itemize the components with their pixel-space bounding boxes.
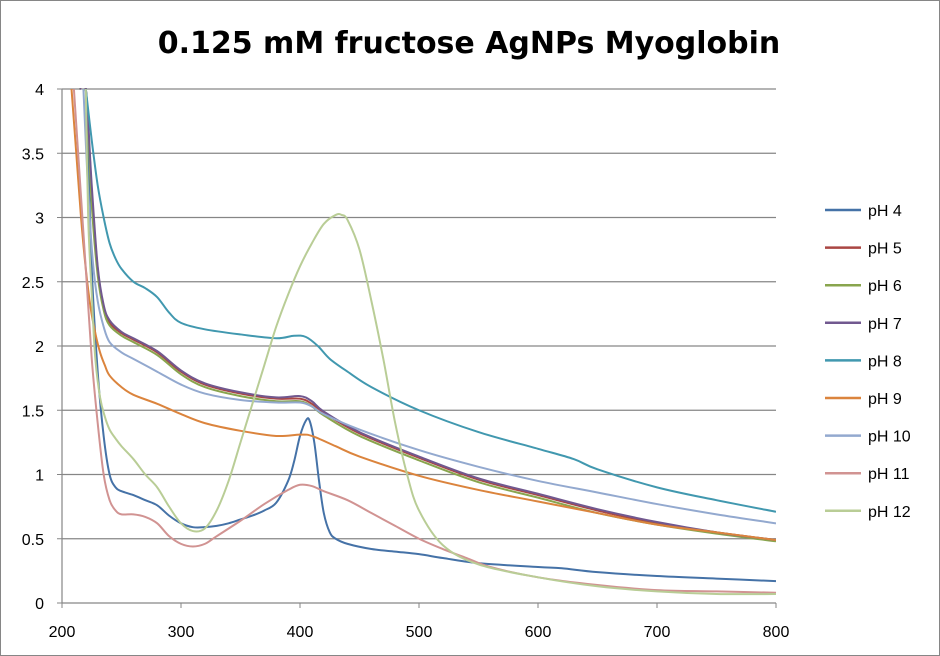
legend-label: pH 12	[868, 504, 911, 521]
x-tick-label: 700	[644, 624, 671, 641]
x-tick-label: 500	[406, 624, 433, 641]
legend-item-ph-5: pH 5	[825, 241, 902, 258]
series-line-ph-7	[78, 88, 776, 542]
y-tick-label: 1.5	[22, 403, 44, 420]
legend-label: pH 11	[868, 466, 910, 483]
series-line-ph-11	[72, 88, 776, 594]
series-line-ph-10	[82, 88, 776, 525]
series-line-ph-12	[84, 88, 776, 596]
legend-item-ph-6: pH 6	[825, 278, 902, 295]
legend-label: pH 4	[868, 203, 902, 220]
x-tick-label: 300	[168, 624, 195, 641]
legend-item-ph-8: pH 8	[825, 353, 902, 370]
legend-item-ph-12: pH 12	[825, 504, 911, 521]
series-lines	[70, 88, 776, 596]
series-line-ph-5	[78, 88, 776, 542]
x-tick-label: 400	[287, 624, 314, 641]
legend-label: pH 6	[868, 278, 902, 295]
x-tick-label: 200	[49, 624, 76, 641]
legend-item-ph-10: pH 10	[825, 429, 911, 446]
x-tick-label: 600	[525, 624, 552, 641]
legend-label: pH 8	[868, 353, 902, 370]
y-tick-label: 2	[35, 339, 44, 356]
legend-label: pH 10	[868, 429, 911, 446]
y-tick-label: 0	[35, 596, 44, 613]
legend-label: pH 9	[868, 391, 902, 408]
legend: pH 4 pH 5 pH 6 pH 7 pH 8 pH 9 pH 10 pH 11 pH 12	[825, 203, 911, 521]
legend-label: pH 7	[868, 316, 902, 333]
legend-item-ph-7: pH 7	[825, 316, 902, 333]
y-tick-label: 3.5	[22, 146, 44, 163]
y-tick-label: 0.5	[22, 532, 44, 549]
y-tick-label: 1	[35, 468, 44, 485]
legend-label: pH 5	[868, 241, 902, 258]
chart-title: 0.125 mM fructose AgNPs Myoglobin	[158, 26, 781, 61]
legend-item-ph-11: pH 11	[825, 466, 910, 483]
y-tick-label: 4	[35, 82, 44, 99]
y-tick-label: 2.5	[22, 275, 44, 292]
series-line-ph-4	[78, 88, 776, 583]
series-line-ph-6	[78, 88, 776, 543]
series-line-ph-9	[70, 88, 776, 542]
y-tick-label: 3	[35, 211, 44, 228]
axes: 0 0.5 1 1.5 2 2.5 3 3.5 4 200 300 400 500 600 700 800	[22, 82, 790, 641]
series-line-ph-8	[84, 88, 776, 513]
legend-item-ph-9: pH 9	[825, 391, 902, 408]
legend-item-ph-4: pH 4	[825, 203, 902, 220]
x-tick-label: 800	[763, 624, 790, 641]
